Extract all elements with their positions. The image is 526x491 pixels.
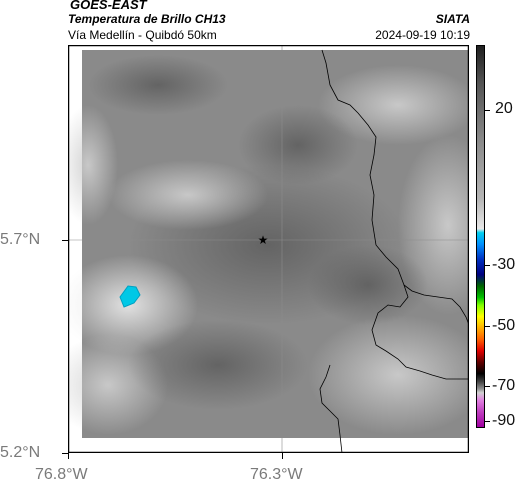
cbar-label-minus90: -90 <box>492 412 516 429</box>
cbar-tick-mark-50 <box>485 326 490 327</box>
lon-tick-76.3 <box>282 453 283 459</box>
department-border-east <box>403 284 469 326</box>
lat-label-5.7: 5.7°N <box>0 231 41 248</box>
cbar-tick-mark-90 <box>485 421 490 422</box>
cbar-label-minus50: -50 <box>492 317 516 334</box>
region-label: Vía Medellín - Quibdó 50km <box>68 28 217 42</box>
cbar-label-20: 20 <box>495 100 513 117</box>
department-border-south <box>319 364 343 453</box>
cbar-tick-mark-70 <box>485 386 490 387</box>
cbar-tick-mark-30 <box>485 265 490 266</box>
lon-tick-76.8 <box>68 453 69 459</box>
product-title: Temperatura de Brillo CH13 <box>68 12 226 26</box>
department-border <box>321 49 469 380</box>
timestamp: 2024-09-19 10:19 <box>375 28 470 42</box>
satellite-name: GOES-EAST <box>70 0 147 12</box>
star-icon: ★ <box>258 233 269 247</box>
lon-label-76.8: 76.8°W <box>35 466 88 483</box>
lat-tick-5.7 <box>62 240 68 241</box>
colorbar <box>476 45 485 428</box>
lat-tick-5.2 <box>62 453 68 454</box>
cold-cloud-patch <box>119 285 141 308</box>
cbar-tick-mark-20 <box>485 110 490 111</box>
brightness-temperature-image <box>68 50 469 438</box>
satellite-map: ★ <box>68 45 469 453</box>
cbar-label-minus70: -70 <box>492 377 516 394</box>
lat-label-5.2: 5.2°N <box>0 444 41 461</box>
lon-label-76.3: 76.3°W <box>250 466 303 483</box>
cbar-label-minus30: -30 <box>492 256 516 273</box>
organization-label: SIATA <box>435 12 470 26</box>
